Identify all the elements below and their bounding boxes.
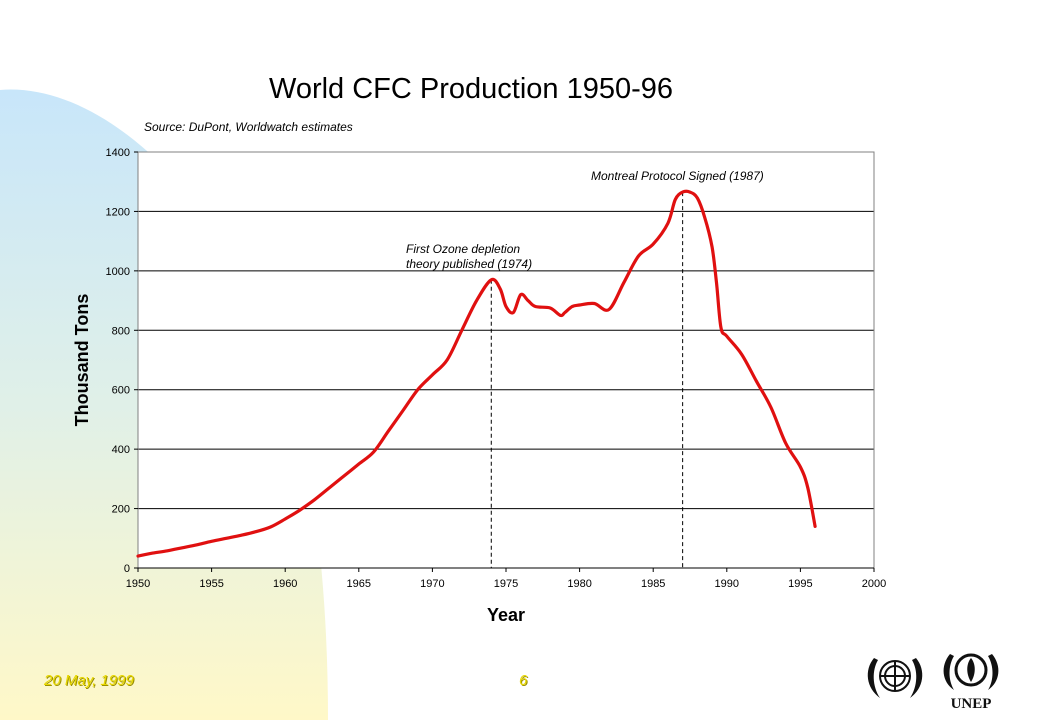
chart-title: World CFC Production 1950-96 [269,73,673,105]
x-tick-label: 1950 [126,578,150,590]
x-tick-label: 2000 [862,578,886,590]
y-tick-label: 200 [112,504,130,516]
chart-subtitle: Source: DuPont, Worldwatch estimates [144,120,353,134]
y-tick-label: 1000 [106,266,130,278]
grid-lines [138,210,874,510]
x-tick-label: 1975 [494,578,518,590]
x-tick-label: 1955 [199,578,223,590]
footer-date: 20 May, 1999 [44,672,134,689]
y-tick-label: 800 [112,325,130,337]
x-tick-label: 1990 [715,578,739,590]
page-number: 6 [519,672,528,689]
x-axis-label: Year [487,605,525,625]
unep-logo-text: UNEP [951,696,992,712]
y-tick-label: 400 [112,444,130,456]
y-tick-label: 600 [112,385,130,397]
plot-area [138,152,874,568]
cfc-production-line [136,189,817,558]
annotation-lines [490,192,684,568]
series-layer [136,189,817,558]
y-tick-label: 1200 [106,206,130,218]
y-axis-ticks: 0 200 400 600 800 1000 1200 1400 [106,147,138,575]
y-axis-label: Thousand Tons [72,294,92,427]
annotation-label: theory published (1974) [406,257,532,271]
x-tick-label: 1965 [347,578,371,590]
x-tick-label: 1960 [273,578,297,590]
annotation-label: First Ozone depletion [406,242,520,256]
x-tick-label: 1980 [567,578,591,590]
x-axis-ticks: 1950 1955 1960 1965 1970 1975 1980 1985 1990 1995… [126,567,886,590]
annotation-label: Montreal Protocol Signed (1987) [591,169,764,183]
y-tick-label: 0 [124,563,130,575]
x-tick-label: 1985 [641,578,665,590]
x-tick-label: 1995 [788,578,812,590]
un-emblem-logo [867,658,923,698]
unep-logo: UNEP [943,653,999,712]
x-tick-label: 1970 [420,578,444,590]
y-tick-label: 1400 [106,147,130,159]
